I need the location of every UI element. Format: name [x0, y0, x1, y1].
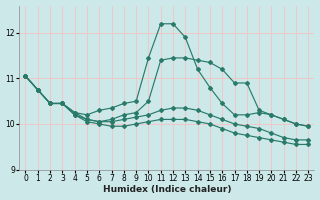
X-axis label: Humidex (Indice chaleur): Humidex (Indice chaleur)	[103, 185, 231, 194]
